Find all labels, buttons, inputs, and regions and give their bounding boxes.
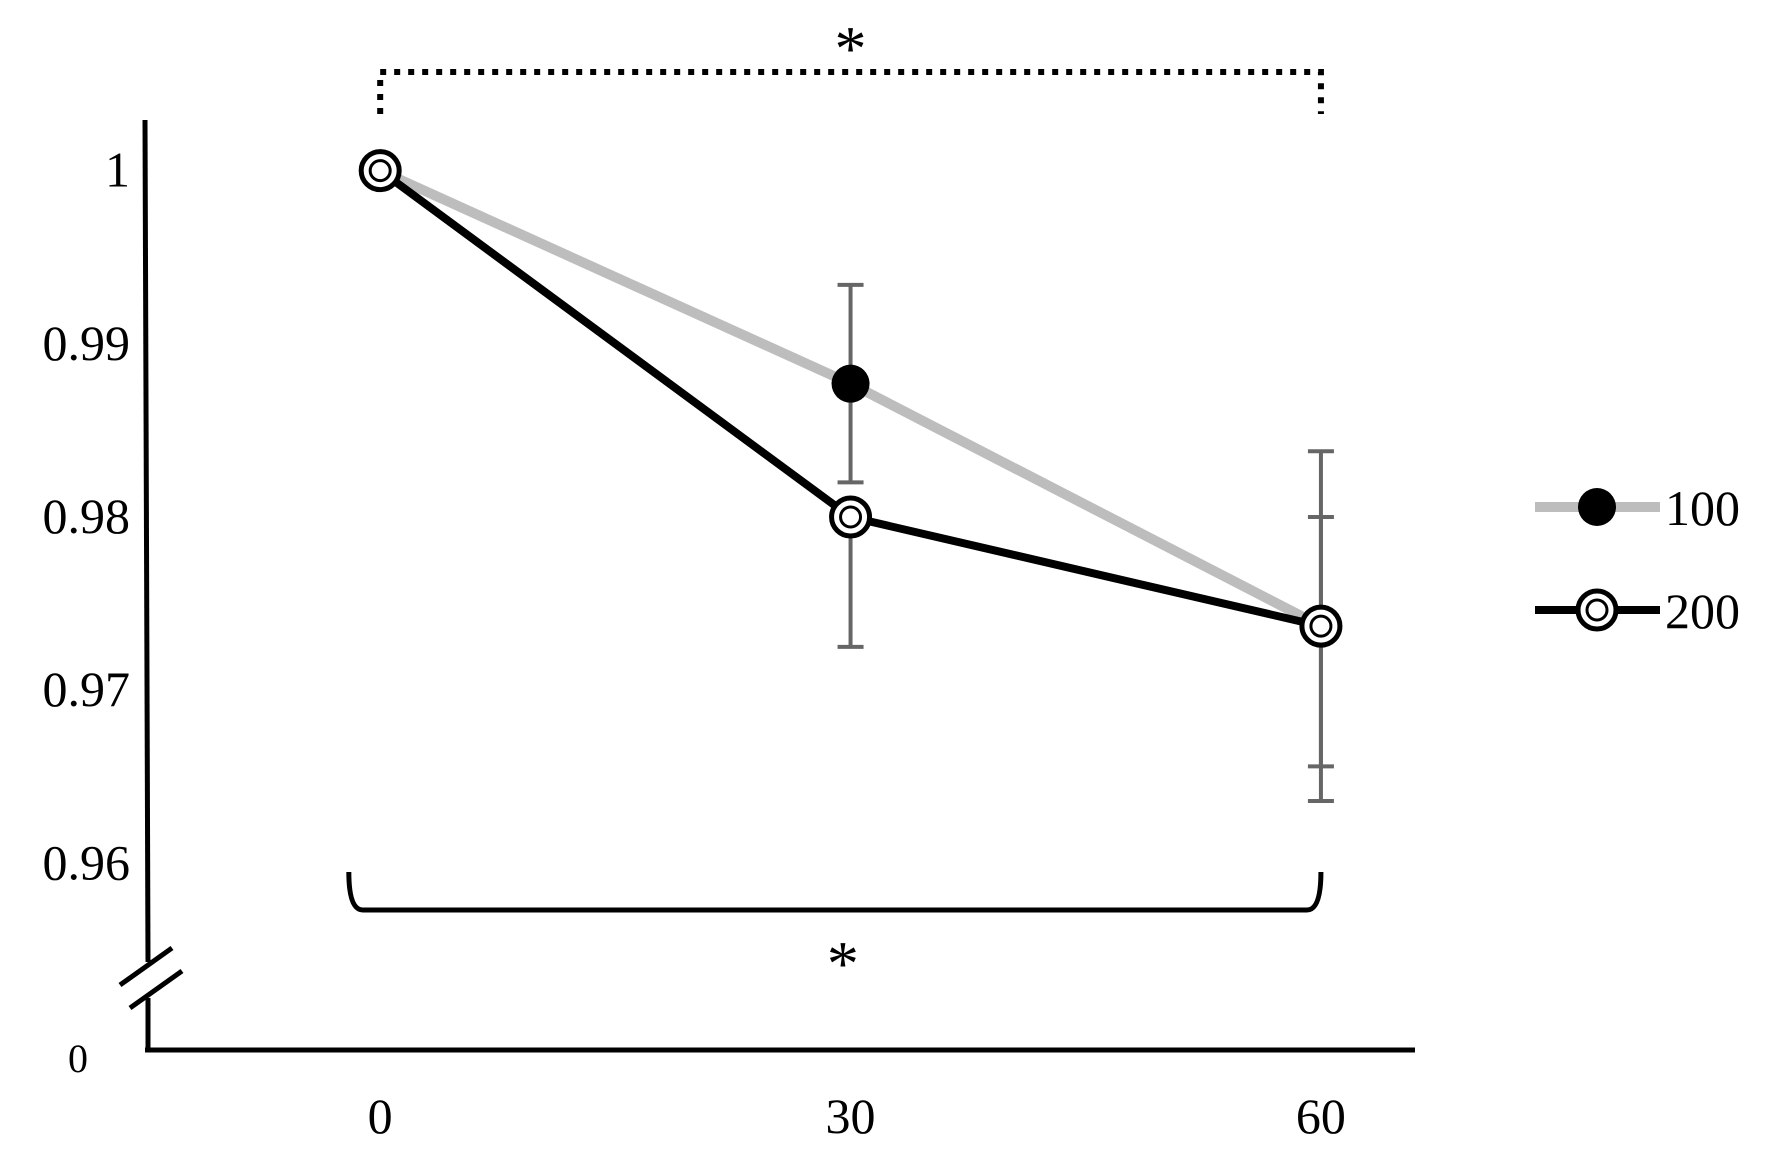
x-tick-label: 60 (1296, 1088, 1346, 1144)
significance-annotations: ** (346, 13, 1324, 999)
x-tick-label: 0 (368, 1088, 393, 1144)
y-break-label: 0 (68, 1036, 88, 1081)
significance-bracket-bottom (346, 871, 1324, 913)
legend-marker-200-inner (1585, 598, 1609, 622)
data-point-200 (1299, 604, 1343, 648)
y-tick-label: 0.97 (43, 661, 131, 717)
y-axis-line (142, 119, 151, 963)
significance-star: * (827, 928, 859, 999)
data-point-200-inner (368, 159, 392, 183)
axis-break-mark (128, 968, 184, 1011)
y-tick-label: 0.96 (43, 834, 131, 890)
y-tick-label: 0.98 (43, 488, 131, 544)
data-point-200 (829, 495, 873, 539)
legend-label-200: 200 (1665, 583, 1740, 639)
legend-marker-100 (1578, 488, 1616, 526)
data-point-200 (358, 149, 402, 193)
x-tick-label: 30 (826, 1088, 876, 1144)
legend: 100 200 (1535, 480, 1740, 639)
legend-marker-200 (1575, 588, 1619, 632)
data-point-100 (831, 364, 870, 403)
significance-star: * (835, 13, 867, 84)
axes: 0.96 0.97 0.98 0.99 1 0 0 30 60 (43, 119, 1415, 1144)
data-series (358, 149, 1343, 804)
y-tick-label: 1 (105, 142, 130, 198)
data-point-200-inner (839, 505, 863, 529)
axis-break-mark (118, 945, 174, 988)
y-tick-label: 0.99 (43, 315, 131, 371)
legend-label-100: 100 (1665, 480, 1740, 536)
data-point-200-inner (1309, 614, 1333, 638)
